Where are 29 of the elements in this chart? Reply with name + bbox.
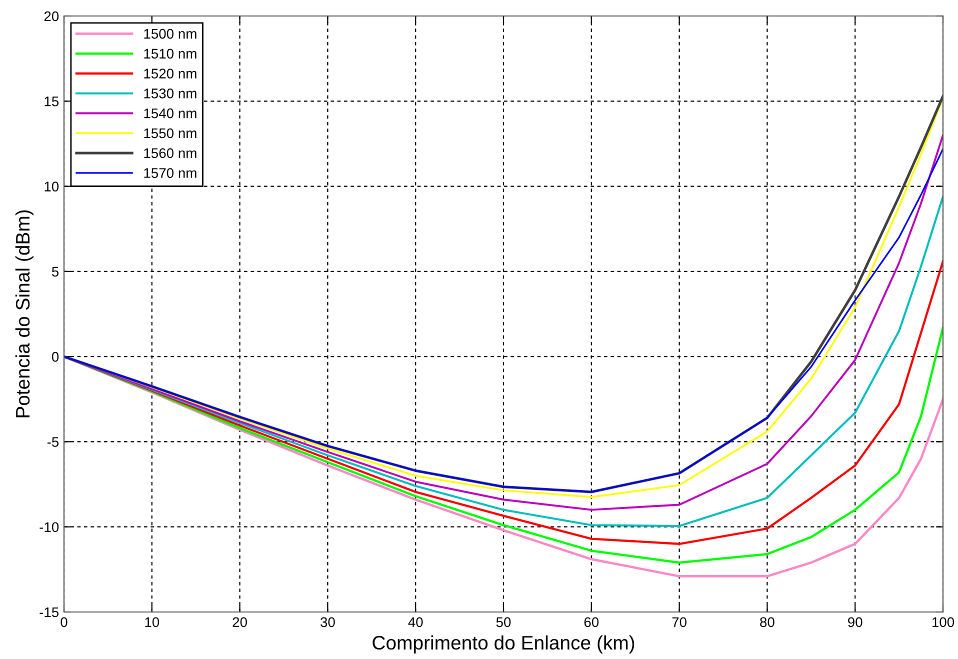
x-tick-label: 20 [232,617,247,628]
y-tick-label: -10 [40,522,59,532]
legend-label: 1540 nm [144,108,196,118]
y-tick-label: 5 [52,266,59,277]
x-tick-label: 90 [848,617,862,628]
y-tick-label: 20 [44,11,59,22]
y-tick-label: 0 [52,352,59,362]
x-tick-label: 100 [932,617,954,628]
legend-label: 1520 nm [144,68,196,78]
x-tick-label: 60 [584,617,599,628]
x-tick-label: 10 [145,617,160,628]
legend-label: 1530 nm [144,88,196,98]
legend-label: 1560 nm [144,148,196,158]
y-tick-label: 10 [44,182,59,192]
x-axis-title: Comprimento do Enlance (km) [372,635,634,654]
x-tick-label: 50 [496,617,511,628]
y-axis-title: Potencia do Sinal (dBm) [15,210,34,418]
x-tick-label: 40 [408,617,423,628]
legend-label: 1510 nm [144,48,196,59]
legend-label: 1500 nm [144,28,196,39]
y-tick-label: -15 [40,607,59,618]
x-tick-label: 70 [672,617,686,628]
y-tick-label: 15 [44,96,59,106]
x-tick-label: 30 [320,617,335,628]
legend-label: 1570 nm [144,168,196,178]
y-tick-label: -5 [47,437,59,447]
x-tick-label: 0 [60,617,68,628]
x-tick-label: 80 [760,617,774,628]
legend-label: 1550 nm [144,128,196,138]
